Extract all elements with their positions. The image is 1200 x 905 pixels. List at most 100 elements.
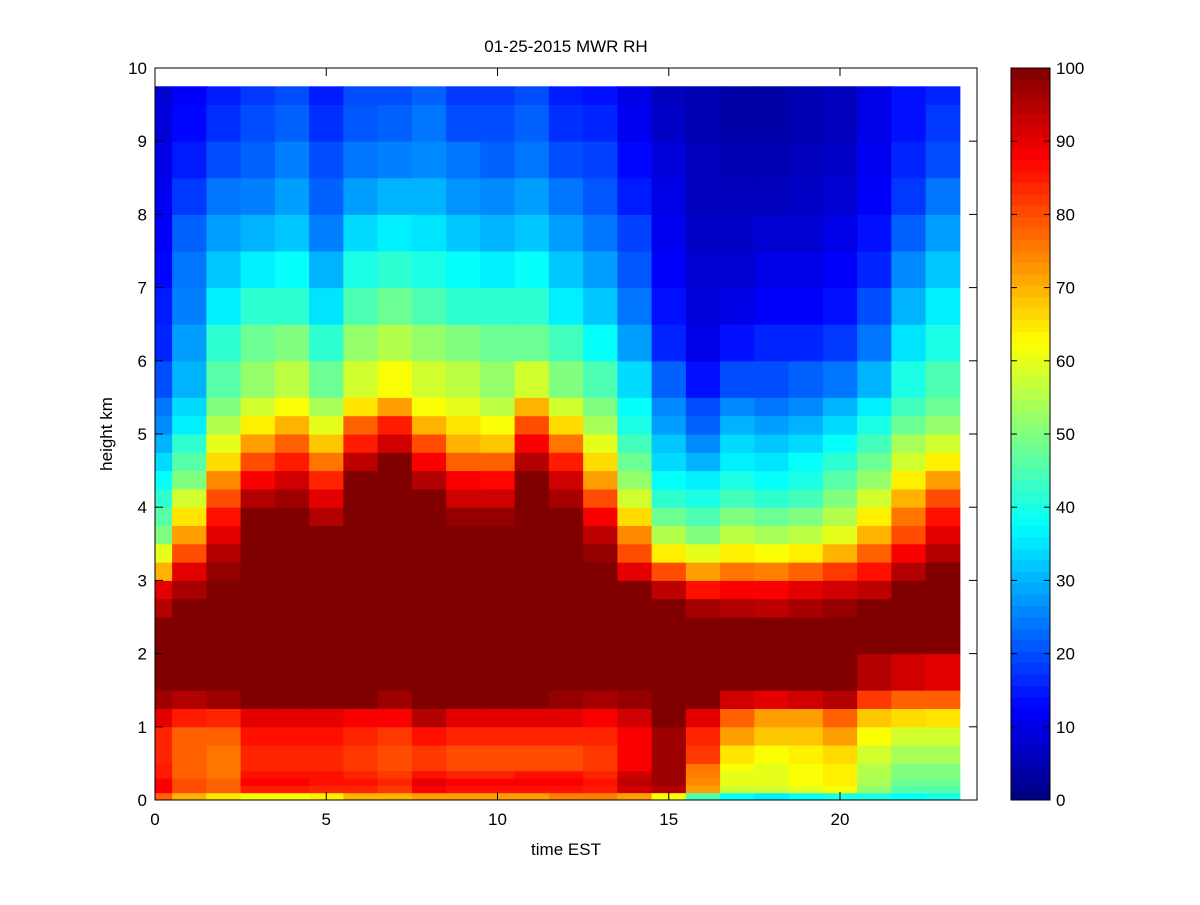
heatmap-cell [309,415,344,435]
heatmap-cell [685,778,721,786]
heatmap-cell [206,562,242,581]
heatmap-cell [172,726,207,746]
heatmap-cell [720,726,755,746]
heatmap-cell [155,324,173,362]
heatmap-cell [343,726,379,746]
heatmap-cell [343,562,379,581]
heatmap-cell [788,598,824,618]
heatmap-cell [685,580,721,600]
heatmap-cell [206,434,242,453]
heatmap-cell [240,792,276,801]
heatmap-cell [377,415,413,435]
colorbar-swatch [1011,617,1050,629]
heatmap-cell [617,415,653,435]
heatmap-cell [343,324,379,362]
heatmap-cell [857,525,892,545]
heatmap-cell [309,324,344,362]
heatmap-cell [240,617,276,655]
heatmap-cell [617,507,653,526]
heatmap-cell [857,251,892,289]
heatmap-cell [822,360,858,398]
heatmap-cell [377,360,413,398]
heatmap-cell [925,745,961,764]
heatmap-cell [514,708,550,728]
colorbar-swatch [1011,502,1050,515]
heatmap-cell [155,360,173,398]
heatmap-cell [583,792,618,801]
heatmap-cell [925,287,961,325]
heatmap-cell [480,360,516,398]
heatmap-cell [446,763,481,772]
heatmap-cell [857,617,892,655]
heatmap-cell [685,434,721,453]
heatmap-cell [857,792,892,801]
heatmap-cell [377,745,413,764]
colorbar-swatch [1011,582,1050,595]
heatmap-cell [155,452,173,472]
heatmap-cell [309,580,344,600]
colorbar-tick-label: 30 [1056,571,1075,590]
heatmap-cell [155,598,173,618]
heatmap-cell [240,525,276,545]
heatmap-cell [925,488,961,508]
heatmap-cell [309,562,344,581]
heatmap-cell [651,543,687,563]
heatmap-cell [891,792,927,801]
heatmap-cell [377,488,413,508]
heatmap-cell [377,770,413,779]
heatmap-cell [583,708,618,728]
x-axis-label: time EST [531,840,601,859]
heatmap-cell [155,507,173,526]
heatmap-cell [548,415,584,435]
heatmap-cell [514,507,550,526]
heatmap-cell [891,525,927,545]
heatmap-cell [206,488,242,508]
heatmap-cell [274,86,310,106]
heatmap-cell [925,86,961,106]
heatmap-cell [206,360,242,398]
heatmap-cell [891,598,927,618]
y-tick-label: 2 [138,645,147,664]
heatmap-cell [685,360,721,398]
heatmap-cell [720,778,755,786]
heatmap-cell [480,745,516,764]
colorbar-swatch [1011,685,1050,698]
heatmap-cell [857,488,892,508]
heatmap-cell [309,507,344,526]
heatmap-cell [155,434,173,453]
heatmap-cell [617,177,653,215]
heatmap-cell [548,470,584,490]
heatmap-cell [651,617,687,655]
heatmap-cell [206,452,242,472]
heatmap-cell [891,763,927,772]
y-tick-label: 10 [128,59,147,78]
heatmap-cell [172,580,207,600]
heatmap-cell [309,770,344,779]
heatmap-cell [685,690,721,709]
heatmap-cell [377,653,413,691]
heatmap-cell [172,177,207,215]
heatmap-cell [274,470,310,490]
heatmap-cell [411,104,447,142]
heatmap-cell [822,470,858,490]
heatmap-cell [685,324,721,362]
heatmap-cell [617,778,653,786]
heatmap-cell [309,726,344,746]
heatmap-cell [925,415,961,435]
heatmap-cell [446,525,481,545]
heatmap-cell [651,653,687,691]
heatmap-cell [172,415,207,435]
heatmap-cell [857,785,892,794]
heatmap-cell [685,251,721,289]
heatmap-cell [617,104,653,142]
heatmap-cell [788,141,824,179]
heatmap-cell [514,745,550,764]
heatmap-cell [651,360,687,398]
heatmap-cell [788,251,824,289]
x-tick-label: 20 [831,810,850,829]
heatmap-cell [411,580,447,600]
heatmap-cell [720,763,755,772]
heatmap-cell [240,452,276,472]
colorbar-swatch [1011,331,1050,343]
